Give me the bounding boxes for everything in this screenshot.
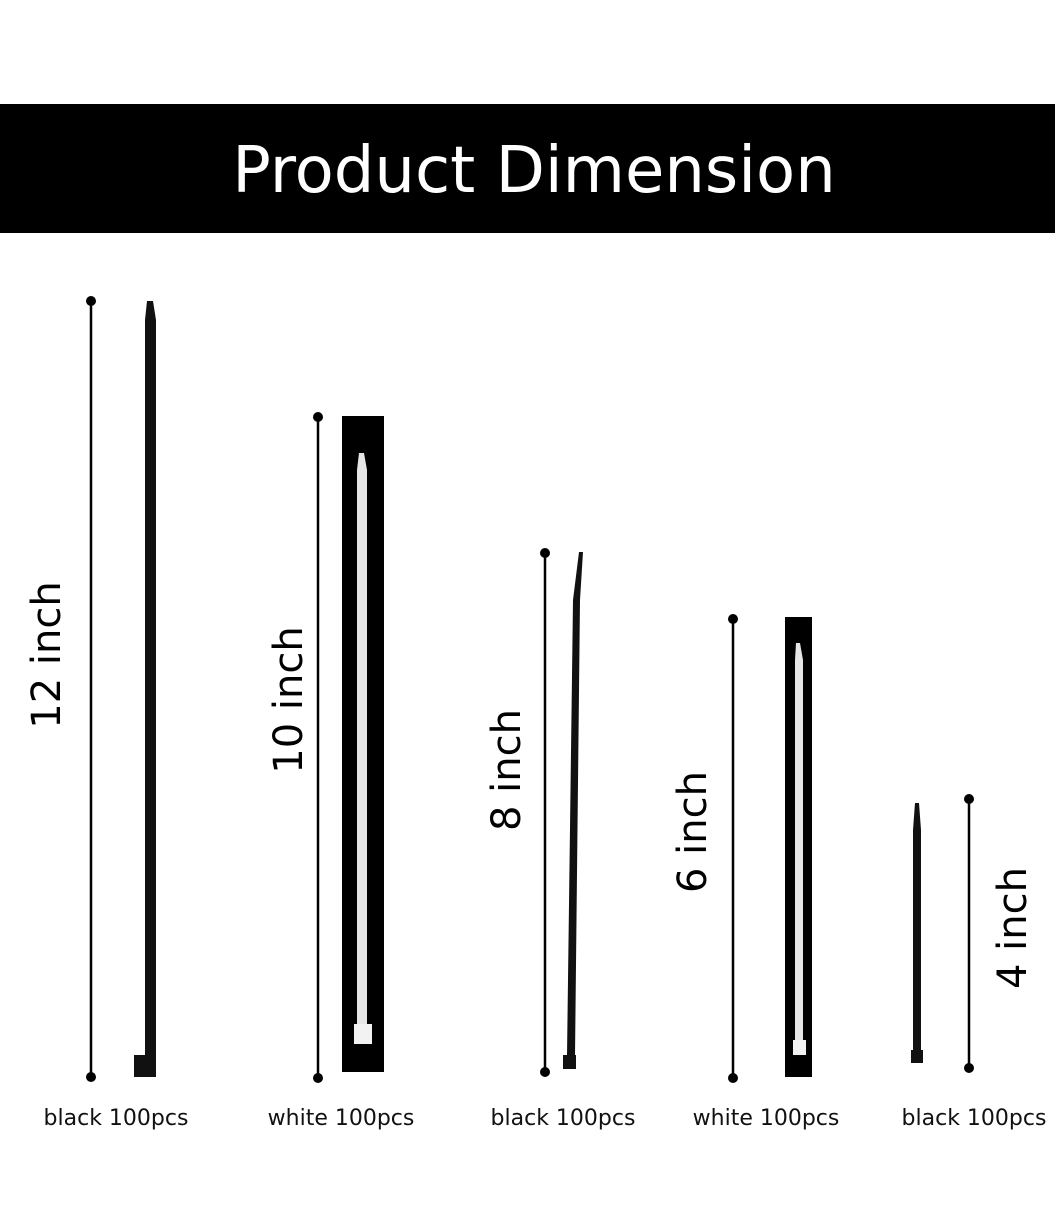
tie-head	[793, 1040, 806, 1055]
title: Product Dimension	[232, 134, 836, 208]
dimension-dot	[728, 1073, 738, 1083]
cable-tie	[567, 552, 583, 1056]
caption: black 100pcs	[902, 1106, 1047, 1131]
size-label: 10 inch	[266, 626, 312, 773]
cable-tie	[145, 301, 156, 1055]
dimension-dot	[540, 548, 550, 558]
size-label: 12 inch	[24, 581, 70, 728]
dimension-dot	[540, 1067, 550, 1077]
caption: black 100pcs	[44, 1106, 189, 1131]
item: 4 inch black 100pcs	[902, 794, 1047, 1131]
item: 12 inch black 100pcs	[24, 296, 188, 1131]
cable-tie	[795, 643, 803, 1040]
caption: white 100pcs	[693, 1106, 840, 1131]
banner	[0, 104, 1055, 233]
dimension-dot	[964, 794, 974, 804]
size-label: 8 inch	[484, 709, 530, 831]
dimension-dot	[86, 1072, 96, 1082]
caption: white 100pcs	[268, 1106, 415, 1131]
size-label: 4 inch	[990, 867, 1036, 989]
dimension-dot	[313, 412, 323, 422]
dimension-dot	[313, 1073, 323, 1083]
tie-head	[911, 1050, 923, 1063]
caption: black 100pcs	[491, 1106, 636, 1131]
dimension-dot	[86, 296, 96, 306]
item: 6 inch white 100pcs	[670, 614, 839, 1131]
item: 8 inch black 100pcs	[484, 548, 635, 1131]
item: 10 inch white 100pcs	[266, 412, 414, 1131]
cable-tie	[913, 803, 921, 1050]
dimension-dot	[964, 1063, 974, 1073]
tie-head	[354, 1024, 372, 1044]
tie-head	[563, 1055, 576, 1069]
tie-head	[134, 1055, 156, 1077]
size-label: 6 inch	[670, 771, 716, 893]
dimension-dot	[728, 614, 738, 624]
cable-tie	[357, 453, 367, 1025]
